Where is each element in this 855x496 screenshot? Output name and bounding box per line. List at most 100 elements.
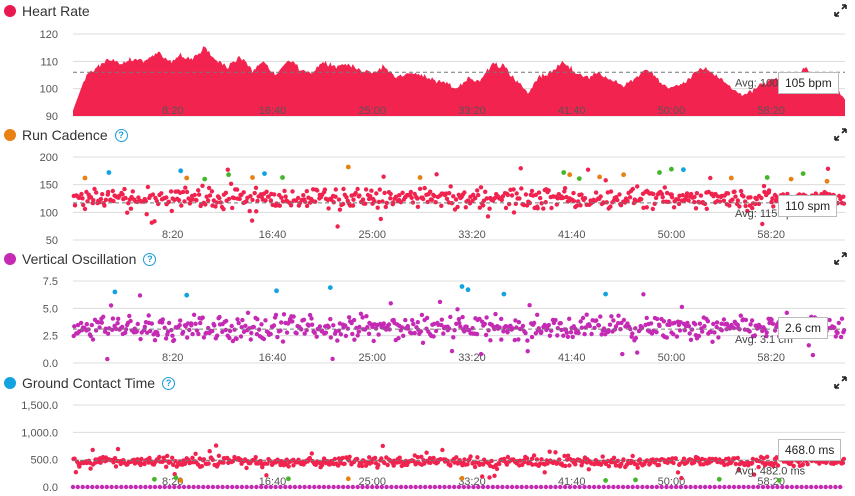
data-point	[648, 321, 654, 326]
data-point	[409, 195, 414, 200]
data-point	[828, 484, 833, 490]
data-point	[384, 484, 389, 490]
help-icon[interactable]: ?	[143, 252, 157, 266]
data-point	[692, 194, 697, 200]
data-point	[836, 320, 841, 326]
data-point	[143, 199, 148, 204]
data-point	[687, 331, 692, 336]
data-point	[475, 188, 480, 193]
data-point	[328, 316, 333, 322]
data-point	[397, 193, 402, 198]
data-point	[291, 463, 296, 468]
data-point	[633, 335, 639, 341]
data-point	[516, 320, 522, 325]
data-point	[183, 185, 188, 190]
data-point	[114, 484, 119, 490]
data-point	[454, 455, 459, 460]
data-point	[452, 484, 457, 490]
data-point	[125, 210, 130, 215]
data-point	[527, 303, 532, 308]
data-point	[800, 171, 806, 176]
data-point	[488, 338, 493, 343]
data-point	[519, 484, 524, 490]
data-point	[112, 456, 118, 461]
data-point	[92, 186, 97, 192]
data-point	[99, 320, 105, 325]
data-point	[120, 192, 125, 197]
data-point	[190, 331, 195, 337]
data-point	[379, 484, 384, 490]
data-point	[210, 457, 215, 463]
data-point	[727, 484, 732, 490]
data-point	[205, 198, 211, 203]
data-point	[253, 185, 259, 190]
y-tick-label: 110	[40, 56, 58, 68]
y-tick-label: 2.5	[43, 331, 58, 343]
data-point	[441, 331, 446, 336]
expand-icon[interactable]	[834, 128, 847, 141]
data-point	[524, 484, 529, 490]
data-point	[171, 337, 177, 343]
data-point	[388, 191, 393, 197]
data-point	[366, 331, 372, 336]
data-point	[464, 324, 469, 329]
data-point	[277, 203, 282, 208]
data-point	[205, 484, 211, 490]
data-point	[223, 190, 229, 195]
data-point	[119, 484, 124, 490]
data-point	[546, 188, 551, 193]
data-point	[572, 484, 577, 490]
data-point	[263, 318, 268, 323]
data-point	[345, 164, 351, 170]
data-point	[530, 462, 535, 467]
data-point	[535, 312, 540, 317]
data-point	[275, 334, 280, 340]
data-point	[433, 328, 439, 334]
data-point	[567, 484, 573, 490]
data-point	[72, 324, 77, 329]
data-point	[207, 193, 213, 198]
data-point	[665, 460, 670, 465]
data-point	[248, 337, 253, 342]
expand-icon[interactable]	[834, 252, 847, 265]
help-icon[interactable]: ?	[162, 376, 176, 390]
data-point	[355, 484, 360, 490]
data-point	[505, 454, 511, 460]
data-point	[304, 189, 309, 194]
data-point	[735, 455, 740, 461]
run-cadence-chart[interactable]: 50 100 150 200 8:20 16:40 25:00 33:20 41:40 50:00…	[0, 144, 855, 248]
data-point	[123, 195, 128, 201]
data-point	[717, 484, 722, 490]
expand-icon[interactable]	[834, 4, 847, 17]
help-icon[interactable]: ?	[114, 128, 128, 142]
data-point	[664, 484, 669, 490]
data-point	[372, 199, 377, 204]
vertical-oscillation-chart[interactable]: 0.0 2.5 5.0 7.5 8:20 16:40 25:00 33:20 41:40 50:0…	[0, 268, 855, 372]
data-point	[567, 463, 572, 468]
expand-icon[interactable]	[834, 376, 847, 389]
data-point	[805, 462, 810, 467]
data-point	[220, 329, 225, 334]
data-point	[678, 484, 684, 490]
data-point	[230, 484, 235, 490]
data-point	[653, 195, 659, 201]
data-point	[398, 200, 404, 205]
data-point	[341, 484, 346, 490]
data-point	[249, 484, 254, 490]
data-point	[592, 462, 597, 467]
data-point	[519, 186, 524, 191]
data-point	[619, 461, 624, 467]
data-point	[420, 340, 426, 345]
data-point	[716, 335, 721, 340]
data-point	[110, 188, 116, 194]
data-point	[693, 322, 698, 327]
data-point	[317, 324, 323, 329]
data-point	[190, 197, 195, 202]
data-point	[81, 202, 86, 208]
heart-rate-chart[interactable]: 90 100 110 120 8:20 16:40 25:00 33:20 41:40 50:00…	[0, 20, 855, 124]
data-point	[271, 323, 277, 328]
data-point	[432, 484, 438, 490]
data-point	[431, 455, 436, 461]
data-point	[480, 203, 486, 208]
